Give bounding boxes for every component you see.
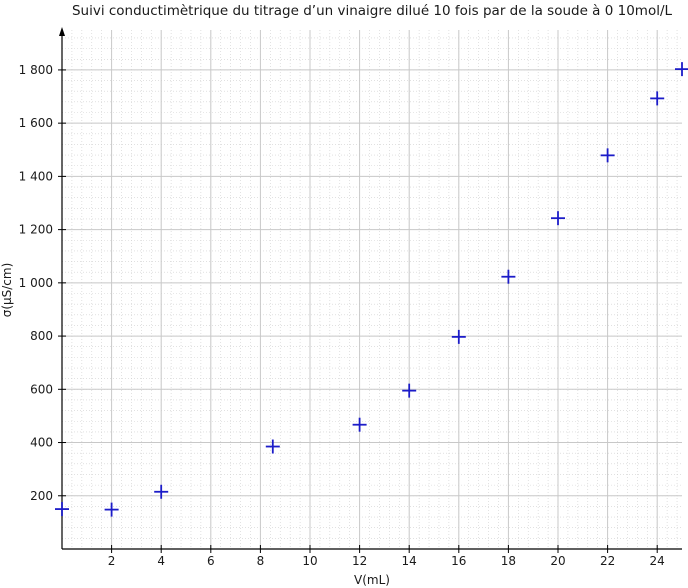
x-tick-label: 10 xyxy=(302,554,317,568)
major-grid xyxy=(62,30,682,549)
x-tick-label: 8 xyxy=(257,554,265,568)
x-tick-label: 18 xyxy=(501,554,516,568)
x-tick-label: 6 xyxy=(207,554,215,568)
x-tick-label: 2 xyxy=(108,554,116,568)
y-tick-label: 1 000 xyxy=(19,276,53,290)
x-tick-label: 22 xyxy=(600,554,615,568)
data-point xyxy=(55,502,69,517)
y-axis-label: σ(µS/cm) xyxy=(0,263,14,318)
data-point xyxy=(352,417,367,432)
x-tick-label: 20 xyxy=(550,554,565,568)
data-point xyxy=(402,383,417,398)
data-point xyxy=(104,502,119,517)
x-axis-label: V(mL) xyxy=(354,573,390,587)
y-tick-label: 1 400 xyxy=(19,169,53,183)
y-axis-arrow-icon xyxy=(59,27,65,36)
x-tick-label: 16 xyxy=(451,554,466,568)
data-point xyxy=(154,484,169,499)
x-tick-label: 24 xyxy=(650,554,665,568)
x-tick-label: 4 xyxy=(157,554,165,568)
data-point xyxy=(501,269,516,284)
y-tick-label: 800 xyxy=(30,329,53,343)
chart-title: Suivi conductimètrique du titrage d’un v… xyxy=(72,3,673,19)
y-tick-label: 400 xyxy=(30,436,53,450)
y-tick-label: 1 800 xyxy=(19,63,53,77)
data-point xyxy=(600,148,615,163)
x-tick-label: 14 xyxy=(402,554,417,568)
axes xyxy=(59,27,682,550)
data-point xyxy=(675,62,688,77)
data-points xyxy=(55,62,688,517)
y-tick-label: 1 200 xyxy=(19,223,53,237)
data-point xyxy=(551,211,565,226)
x-tick-label: 12 xyxy=(352,554,367,568)
data-point xyxy=(265,439,280,454)
y-tick-label: 1 600 xyxy=(19,116,53,130)
x-ticks: 2 4 6 8 10 12 14 16 18 20 22 24 xyxy=(108,545,665,568)
y-tick-label: 200 xyxy=(30,489,53,503)
y-tick-label: 600 xyxy=(30,382,53,396)
data-point xyxy=(451,329,466,344)
minor-grid xyxy=(61,30,682,550)
data-point xyxy=(650,91,665,106)
y-ticks: 200 400 600 800 1 000 1 200 1 400 1 600 1 800 xyxy=(19,63,66,503)
